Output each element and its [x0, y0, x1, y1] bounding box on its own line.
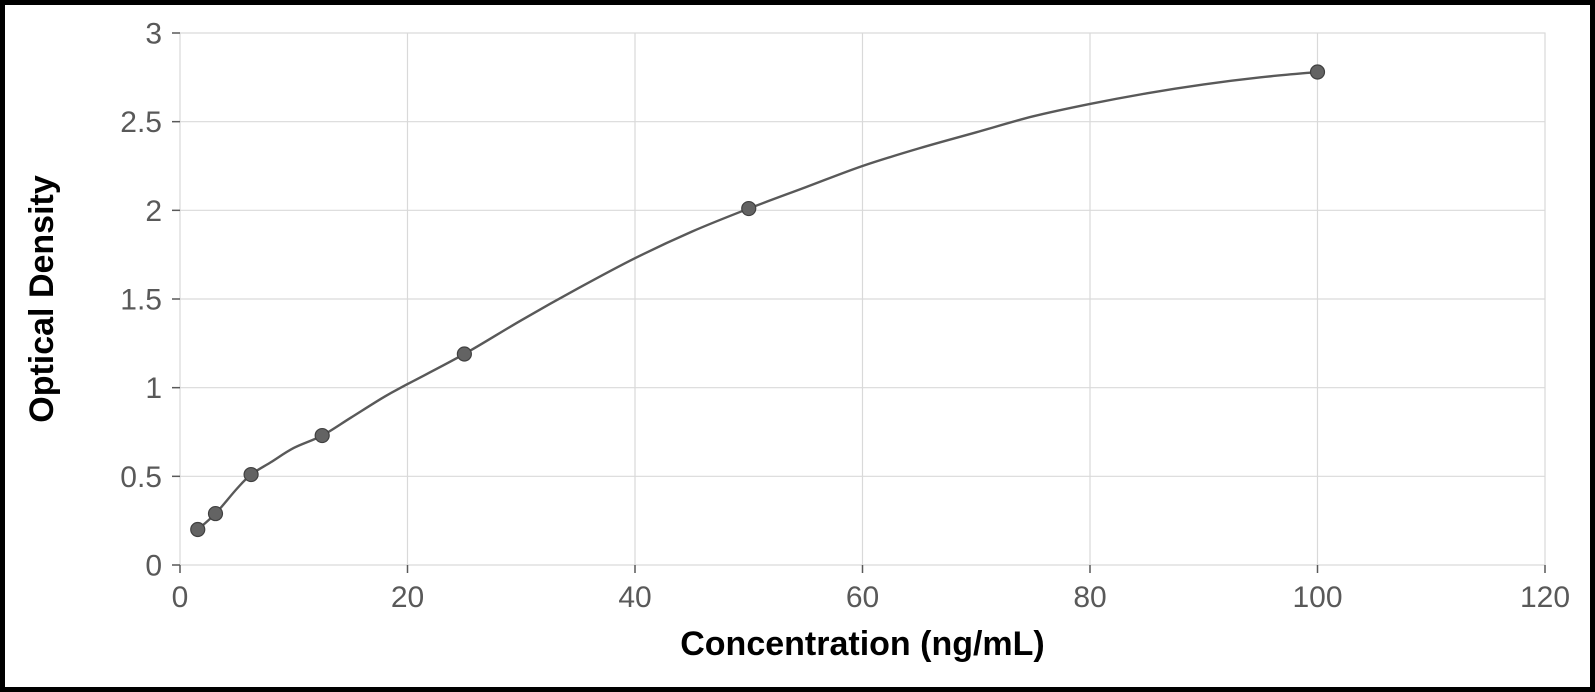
x-tick-label: 120	[1520, 581, 1570, 614]
data-point	[742, 202, 756, 216]
x-tick-label: 40	[618, 581, 651, 614]
data-point	[457, 347, 471, 361]
x-tick-label: 60	[846, 581, 879, 614]
data-point	[244, 468, 258, 482]
chart-frame: 0 20 40 60 80 100 120 0 0.5 1 1.5 2 2.5 3 Concentrati…	[0, 0, 1595, 692]
y-axis-label: Optical Density	[23, 175, 61, 423]
standard-curve-chart: 0 20 40 60 80 100 120 0 0.5 1 1.5 2 2.5 3 Concentrati…	[5, 5, 1590, 687]
y-tick-label: 0	[145, 550, 162, 583]
y-tick-label: 0.5	[120, 461, 162, 494]
data-point	[191, 523, 205, 537]
x-tick-label: 100	[1292, 581, 1342, 614]
data-point	[208, 507, 222, 521]
data-point	[1311, 65, 1325, 79]
y-tick-label: 3	[145, 18, 162, 51]
y-tick-label: 1	[145, 372, 162, 405]
y-tick-label: 2.5	[120, 106, 162, 139]
x-tick-label: 80	[1073, 581, 1106, 614]
y-tick-label: 1.5	[120, 284, 162, 317]
x-tick-label: 0	[172, 581, 189, 614]
y-tick-label: 2	[145, 195, 162, 228]
x-axis-label: Concentration (ng/mL)	[680, 625, 1045, 663]
data-point	[315, 429, 329, 443]
x-tick-label: 20	[391, 581, 424, 614]
